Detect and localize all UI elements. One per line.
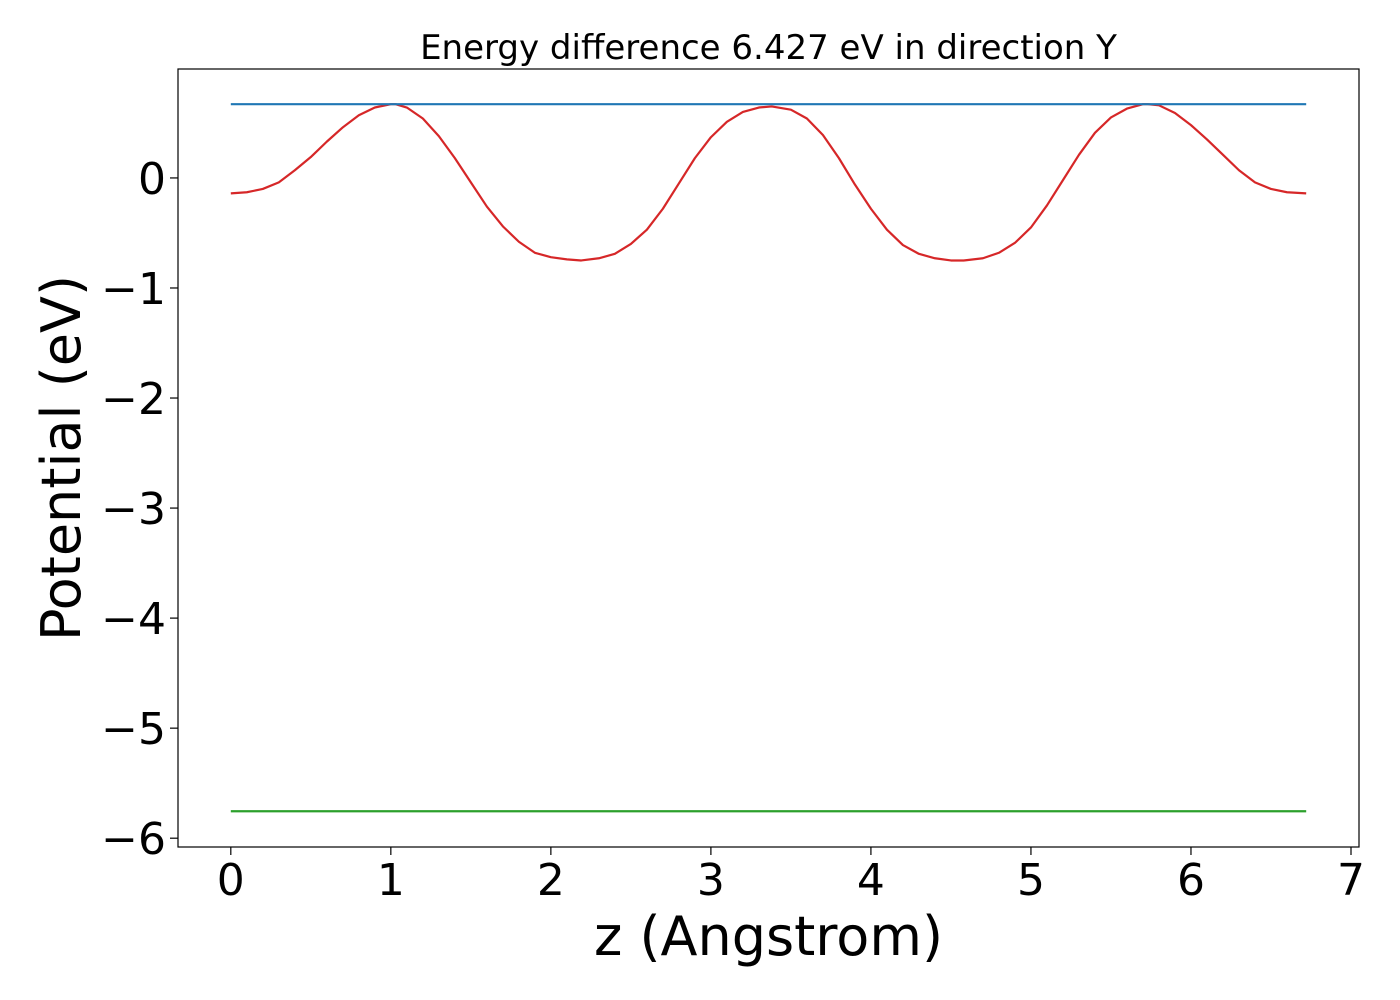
x-tick-label: 4 xyxy=(857,855,885,906)
y-axis-label: Potential (eV) xyxy=(30,275,93,641)
y-tick-label: −1 xyxy=(101,264,166,315)
x-tick-label: 6 xyxy=(1177,855,1205,906)
x-tick-label: 5 xyxy=(1017,855,1045,906)
y-tick-label: −5 xyxy=(101,704,166,755)
x-axis-label: z (Angstrom) xyxy=(594,905,943,968)
x-tick-label: 3 xyxy=(697,855,725,906)
x-tick-label: 0 xyxy=(217,855,245,906)
potential-curve-line xyxy=(230,103,1307,262)
y-tick-label: 0 xyxy=(138,154,166,205)
y-tick-label: −4 xyxy=(101,594,166,645)
series-layer xyxy=(230,103,1307,813)
x-axis-ticks: 0 1 2 3 4 5 6 7 xyxy=(217,847,1365,906)
y-tick-label: −6 xyxy=(101,814,166,865)
y-axis-ticks: 0 −1 −2 −3 −4 −5 −6 xyxy=(101,154,178,865)
axes-frame xyxy=(177,68,1360,848)
x-tick-label: 1 xyxy=(377,855,405,906)
y-tick-label: −2 xyxy=(101,374,166,425)
x-tick-label: 2 xyxy=(537,855,565,906)
y-tick-label: −3 xyxy=(101,484,166,535)
x-tick-label: 7 xyxy=(1337,855,1365,906)
chart-title: Energy difference 6.427 eV in direction … xyxy=(420,28,1117,68)
